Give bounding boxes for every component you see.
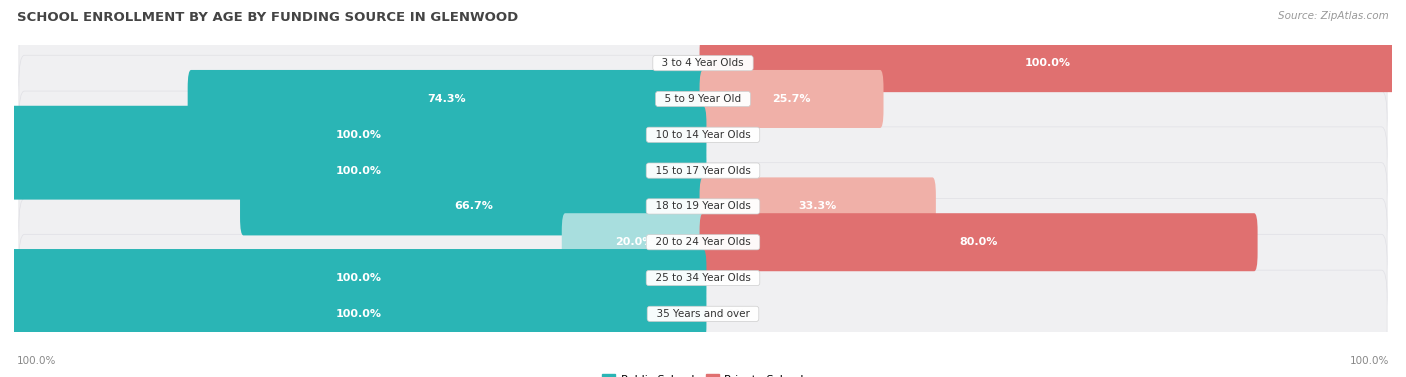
- FancyBboxPatch shape: [18, 55, 1388, 143]
- Text: 100.0%: 100.0%: [336, 273, 381, 283]
- FancyBboxPatch shape: [18, 91, 1388, 178]
- Text: 15 to 17 Year Olds: 15 to 17 Year Olds: [648, 166, 758, 176]
- Text: 74.3%: 74.3%: [427, 94, 467, 104]
- Text: 100.0%: 100.0%: [1350, 356, 1389, 366]
- Text: SCHOOL ENROLLMENT BY AGE BY FUNDING SOURCE IN GLENWOOD: SCHOOL ENROLLMENT BY AGE BY FUNDING SOUR…: [17, 11, 519, 24]
- FancyBboxPatch shape: [11, 142, 706, 199]
- FancyBboxPatch shape: [18, 234, 1388, 322]
- FancyBboxPatch shape: [18, 270, 1388, 357]
- Text: 5 to 9 Year Old: 5 to 9 Year Old: [658, 94, 748, 104]
- FancyBboxPatch shape: [700, 178, 936, 235]
- Text: 66.7%: 66.7%: [454, 201, 492, 211]
- Text: Source: ZipAtlas.com: Source: ZipAtlas.com: [1278, 11, 1389, 21]
- FancyBboxPatch shape: [187, 70, 706, 128]
- Text: 100.0%: 100.0%: [17, 356, 56, 366]
- Text: 35 Years and over: 35 Years and over: [650, 309, 756, 319]
- Text: 80.0%: 80.0%: [959, 237, 998, 247]
- Text: 18 to 19 Year Olds: 18 to 19 Year Olds: [648, 201, 758, 211]
- Text: 0.0%: 0.0%: [717, 309, 745, 319]
- Text: 20 to 24 Year Olds: 20 to 24 Year Olds: [650, 237, 756, 247]
- FancyBboxPatch shape: [562, 213, 706, 271]
- Text: 0.0%: 0.0%: [717, 130, 745, 140]
- FancyBboxPatch shape: [11, 285, 706, 343]
- Legend: Public School, Private School: Public School, Private School: [598, 370, 808, 377]
- FancyBboxPatch shape: [18, 163, 1388, 250]
- FancyBboxPatch shape: [18, 20, 1388, 107]
- Text: 33.3%: 33.3%: [799, 201, 837, 211]
- Text: 0.0%: 0.0%: [717, 273, 745, 283]
- Text: 100.0%: 100.0%: [336, 309, 381, 319]
- FancyBboxPatch shape: [11, 249, 706, 307]
- FancyBboxPatch shape: [700, 34, 1395, 92]
- Text: 100.0%: 100.0%: [336, 130, 381, 140]
- FancyBboxPatch shape: [18, 127, 1388, 214]
- Text: 25 to 34 Year Olds: 25 to 34 Year Olds: [648, 273, 758, 283]
- Text: 20.0%: 20.0%: [614, 237, 654, 247]
- FancyBboxPatch shape: [240, 178, 706, 235]
- Text: 25.7%: 25.7%: [772, 94, 811, 104]
- FancyBboxPatch shape: [18, 199, 1388, 286]
- Text: 100.0%: 100.0%: [1025, 58, 1070, 68]
- Text: 0.0%: 0.0%: [661, 58, 689, 68]
- Text: 10 to 14 Year Olds: 10 to 14 Year Olds: [650, 130, 756, 140]
- Text: 3 to 4 Year Olds: 3 to 4 Year Olds: [655, 58, 751, 68]
- FancyBboxPatch shape: [700, 213, 1257, 271]
- Text: 100.0%: 100.0%: [336, 166, 381, 176]
- FancyBboxPatch shape: [700, 70, 883, 128]
- FancyBboxPatch shape: [11, 106, 706, 164]
- Text: 0.0%: 0.0%: [717, 166, 745, 176]
